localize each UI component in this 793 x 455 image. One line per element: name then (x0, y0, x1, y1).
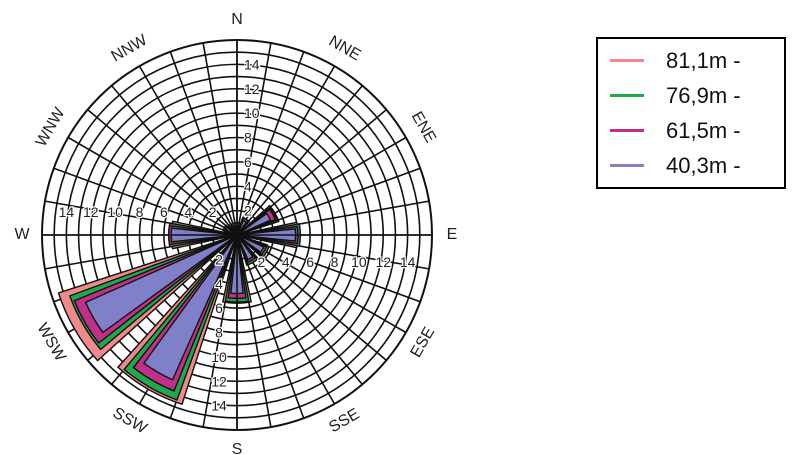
rose-bar (236, 212, 272, 236)
radial-tick-label: 2 (215, 251, 223, 267)
radial-tick-label: 8 (331, 254, 339, 270)
legend-label: 81,1m - (666, 47, 741, 73)
legend-item: 61,5m - (610, 113, 784, 148)
rose-bar (224, 226, 238, 236)
grid-spoke (236, 234, 336, 405)
rose-bar (236, 219, 248, 236)
direction-label: E (447, 226, 458, 243)
direction-label: ENE (408, 109, 439, 146)
grid-spoke (236, 51, 305, 236)
radial-tick-label: 6 (244, 154, 252, 170)
radial-tick-label: 8 (136, 204, 144, 220)
radial-tick-label: 12 (83, 204, 99, 220)
radial-tick-label: 4 (215, 276, 223, 292)
direction-label: WSW (33, 320, 69, 365)
radial-tick-label: 6 (306, 254, 314, 270)
radial-tick-label: 10 (211, 349, 227, 365)
direction-label: NNW (109, 31, 151, 65)
radial-tick-label: 2 (244, 203, 252, 219)
radial-tick-label: 14 (400, 254, 416, 270)
grid-spoke (169, 51, 238, 236)
grid-spoke (236, 234, 363, 385)
radial-tick-label: 6 (215, 300, 223, 316)
legend-label: 76,9m - (666, 82, 741, 108)
direction-label: WNW (33, 104, 69, 149)
legend-swatch (610, 164, 644, 167)
legend-item: 76,9m - (610, 78, 784, 113)
rose-bar (84, 234, 238, 334)
rose-bar (231, 226, 238, 236)
direction-label: ESE (408, 324, 439, 360)
rose-bar (236, 234, 265, 254)
grid-spoke (53, 167, 238, 236)
radial-tick-label: 4 (244, 178, 252, 194)
radial-tick-label: 12 (375, 254, 391, 270)
radial-tick-label: 14 (244, 56, 260, 72)
radial-tick-label: 14 (211, 398, 227, 414)
legend-item: 81,1m - (610, 43, 784, 78)
direction-label: S (232, 441, 243, 455)
legend-swatch (610, 129, 644, 132)
radial-tick-label: 12 (211, 373, 227, 389)
direction-label: NNE (326, 33, 364, 65)
radial-tick-label: 8 (215, 325, 223, 341)
rose-bar (142, 234, 238, 381)
radial-tick-label: 4 (282, 254, 290, 270)
radial-tick-label: 8 (244, 130, 252, 146)
radial-tick-label: 12 (244, 81, 260, 97)
grid-spoke (202, 42, 238, 236)
grid-spoke (236, 234, 305, 419)
direction-label: SSE (326, 406, 362, 437)
grid-spoke (111, 85, 238, 236)
wind-rose-chart: 2222444466668888101010101212121214141414… (14, 11, 458, 455)
radial-tick-label: 2 (209, 204, 217, 220)
radial-tick-label: 10 (244, 105, 260, 121)
direction-label: SSW (110, 404, 151, 437)
chart-legend: 81,1m - 76,9m - 61,5m - 40,3m - (596, 37, 786, 189)
radial-tick-label: 2 (257, 254, 265, 270)
grid-spoke (236, 85, 363, 236)
radial-tick-label: 10 (107, 204, 123, 220)
radial-tick-label: 4 (184, 204, 192, 220)
grid-spoke (67, 136, 238, 236)
legend-label: 61,5m - (666, 117, 741, 143)
legend-swatch (610, 94, 644, 97)
legend-label: 40,3m - (666, 152, 741, 178)
legend-swatch (610, 59, 644, 62)
grid-spoke (236, 65, 336, 236)
grid-spoke (236, 42, 272, 236)
grid-spoke (138, 65, 238, 236)
radial-tick-label: 10 (351, 254, 367, 270)
rose-bar (236, 234, 254, 261)
radial-tick-label: 14 (59, 204, 75, 220)
grid-spoke (87, 109, 238, 236)
direction-label: W (14, 226, 30, 243)
direction-label: N (231, 11, 243, 28)
legend-item: 40,3m - (610, 148, 784, 183)
radial-tick-label: 6 (160, 204, 168, 220)
